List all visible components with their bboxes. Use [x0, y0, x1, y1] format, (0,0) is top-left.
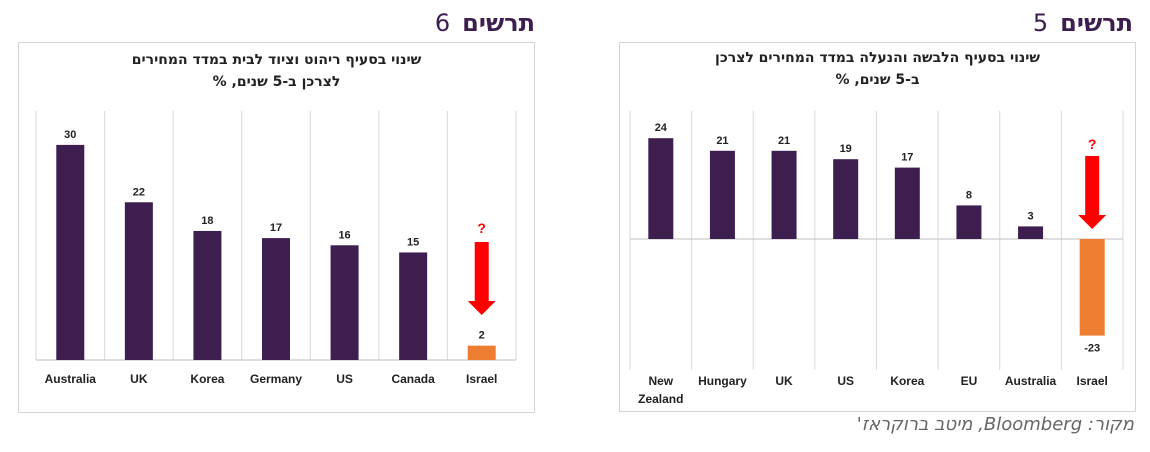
tick-label: New — [648, 374, 673, 388]
figure-heading-number: 6 — [434, 9, 451, 37]
figure-heading-word: תרשים — [462, 9, 535, 37]
question-mark: ? — [477, 220, 486, 236]
data-label: 19 — [840, 143, 852, 155]
data-label: 21 — [778, 135, 790, 147]
data-label: -23 — [1084, 343, 1100, 355]
tick-label: US — [837, 374, 854, 388]
chart-title-line: שינוי בסעיף ריהוט וציוד לבית במדד המחירי… — [131, 52, 422, 68]
bar-uk — [771, 150, 797, 239]
tick-label: EU — [961, 374, 978, 388]
chart-panel-furniture: שינוי בסעיף ריהוט וציוד לבית במדד המחירי… — [18, 42, 535, 413]
data-label: 3 — [1028, 210, 1034, 222]
chart-title-line: לצרכן ב-5 שנים, % — [212, 74, 341, 90]
figure-heading-number: 5 — [1032, 9, 1049, 37]
data-label: 17 — [270, 222, 282, 234]
tick-label: Korea — [190, 372, 224, 386]
bar-chart-clothing: 24 New Zealand 21 Hungary 21 UK 19 US 17 Korea 8 EU 3… — [629, 111, 1124, 406]
tick-label: Australia — [1005, 374, 1057, 388]
bar-australia — [56, 144, 85, 360]
chart-title: שינוי בסעיף ריהוט וציוד לבית במדד המחירי… — [19, 49, 534, 93]
bar-israel — [1079, 239, 1105, 336]
tick-label: Israel — [1077, 374, 1108, 388]
bar-canada — [399, 252, 428, 360]
data-label: 8 — [966, 189, 972, 201]
bar-korea — [894, 167, 920, 239]
figure-6-heading: תרשים 6 — [235, 9, 535, 43]
chart-title-line: שינוי בסעיף הלבשה והנעלה במדד המחירים לצ… — [715, 50, 1040, 66]
down-arrow-icon — [467, 242, 496, 315]
bar-australia — [1018, 226, 1044, 239]
question-mark: ? — [1088, 136, 1097, 152]
tick-label: Zealand — [638, 392, 683, 406]
chart-title: שינוי בסעיף הלבשה והנעלה במדד המחירים לצ… — [620, 47, 1135, 91]
tick-label: UK — [775, 374, 793, 388]
tick-label: Australia — [45, 372, 97, 386]
tick-label: US — [336, 372, 353, 386]
bar-uk — [124, 202, 153, 360]
data-label: 22 — [133, 186, 145, 198]
data-label: 2 — [479, 330, 485, 342]
tick-label: Hungary — [698, 374, 747, 388]
tick-label: Israel — [466, 372, 497, 386]
figure-5-heading: תרשים 5 — [833, 9, 1133, 43]
bar-us — [833, 159, 859, 239]
figure-heading-word: תרשים — [1060, 9, 1133, 37]
data-label: 18 — [201, 215, 213, 227]
data-label: 15 — [407, 236, 419, 248]
data-label: 17 — [901, 152, 913, 164]
bar-chart-furniture: 30 Australia 22 UK 18 Korea 17 Germany 16 US 15 Can… — [35, 111, 517, 386]
tick-label: Korea — [890, 374, 924, 388]
bar-eu — [956, 205, 982, 239]
bar-germany — [262, 238, 290, 360]
bar-us — [330, 245, 359, 360]
data-label: 16 — [338, 229, 350, 241]
bar-hungary — [709, 150, 735, 239]
source-note: מקור: Bloomberg, מיטב ברוקראז' — [856, 414, 1134, 435]
bar-israel — [467, 345, 496, 360]
data-label: 30 — [64, 129, 76, 141]
tick-label: Canada — [391, 372, 435, 386]
tick-label: Germany — [250, 372, 302, 386]
data-label: 21 — [716, 135, 728, 147]
tick-label: UK — [130, 372, 148, 386]
down-arrow-icon — [1078, 156, 1107, 229]
bar-new-zealand — [648, 138, 674, 239]
chart-title-line: ב-5 שנים, % — [835, 72, 920, 88]
chart-panel-clothing: שינוי בסעיף הלבשה והנעלה במדד המחירים לצ… — [619, 42, 1136, 412]
bar-korea — [193, 230, 222, 360]
data-label: 24 — [655, 122, 668, 134]
